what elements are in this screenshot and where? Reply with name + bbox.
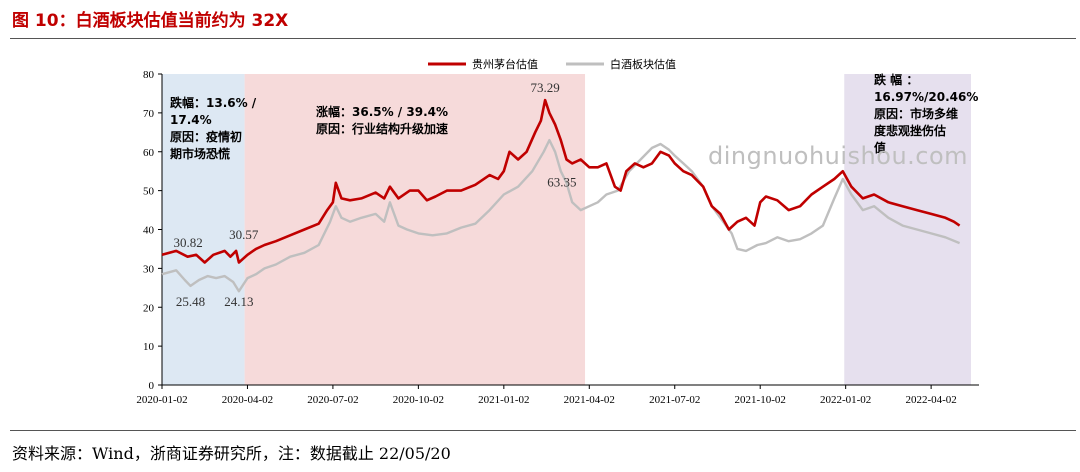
y-tick-label: 60: [143, 147, 155, 159]
watermark: dingnuohuishou.com: [708, 142, 969, 170]
shaded-region-0: [162, 74, 245, 385]
x-tick-label: 2020-04-02: [222, 394, 273, 406]
region-note-line: 涨幅：36.5% / 39.4%: [316, 104, 448, 119]
y-tick-label: 40: [143, 225, 155, 237]
y-tick-label: 0: [149, 380, 155, 392]
y-tick-label: 30: [143, 263, 155, 275]
data-label: 24.13: [224, 294, 253, 309]
region-note-line: 原因：疫情初: [170, 129, 242, 144]
region-note-line: 度悲观挫伤估: [874, 123, 946, 138]
y-tick-label: 70: [143, 108, 155, 120]
data-label: 63.35: [547, 175, 576, 190]
x-tick-label: 2021-04-02: [564, 394, 615, 406]
x-tick-label: 2021-10-02: [735, 394, 786, 406]
series-line-1: [161, 138, 961, 293]
shaded-region-2: [844, 74, 971, 385]
data-label: 30.57: [229, 227, 259, 242]
region-note-line: 值: [874, 140, 886, 155]
legend-label-1: 白酒板块估值: [610, 57, 676, 71]
x-tick-label: 2020-07-02: [307, 394, 358, 406]
region-note-line: 原因：市场多维: [874, 106, 958, 121]
region-note-line: 16.97%/20.46%: [874, 90, 978, 104]
x-tick-label: 2021-07-02: [649, 394, 700, 406]
legend-label-0: 贵州茅台估值: [472, 57, 538, 71]
y-tick-label: 80: [143, 69, 155, 81]
x-tick-label: 2022-04-02: [905, 394, 956, 406]
title-divider: [10, 38, 1076, 39]
region-note-line: 期市场恐慌: [170, 146, 230, 161]
valuation-line-chart: 0 10 20 30 40 50 60 70 80 2020-01-02 2020-04-02 202…: [136, 57, 979, 406]
source-note: 资料来源：Wind，浙商证券研究所，注：数据截止 22/05/20: [12, 444, 451, 463]
source-divider: [10, 430, 1076, 431]
data-label: 30.82: [174, 235, 203, 250]
y-tick-label: 10: [143, 341, 155, 353]
y-tick-label: 50: [143, 186, 155, 198]
x-tick-label: 2021-01-02: [478, 394, 529, 406]
y-tick-label: 20: [143, 302, 155, 314]
x-tick-label: 2022-01-02: [820, 394, 871, 406]
region-note-line: 跌 幅 ：: [874, 72, 918, 87]
shaded-region-1: [244, 74, 586, 385]
region-note-line: 17.4%: [170, 113, 212, 127]
data-label: 25.48: [176, 294, 205, 309]
series-line-0: [161, 98, 961, 264]
figure-title: 图 10：白酒板块估值当前约为 32X: [12, 11, 289, 31]
region-note-line: 原因：行业结构升级加速: [316, 121, 448, 136]
x-tick-label: 2020-01-02: [136, 394, 187, 406]
region-note-line: 跌幅：13.6% /: [170, 95, 257, 110]
x-tick-label: 2020-10-02: [393, 394, 444, 406]
data-label: 73.29: [531, 80, 560, 95]
